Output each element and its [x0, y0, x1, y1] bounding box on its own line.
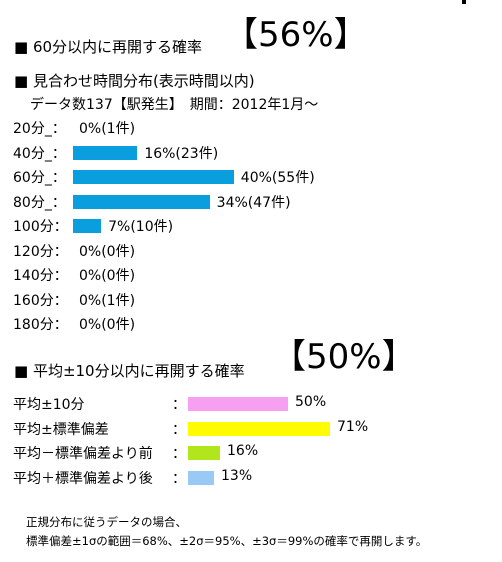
- distribution-value-label: 0%(0件): [79, 268, 136, 284]
- distribution-bar: [73, 170, 234, 184]
- distribution-bar: [73, 219, 102, 233]
- distribution-category-label: 120分：: [13, 243, 68, 260]
- mean-category-separator: ：: [172, 421, 186, 438]
- distribution-value-label: 0%(0件): [79, 317, 136, 333]
- distribution-subtitle: データ数137【駅発生】 期間：2012年1月～: [30, 97, 319, 113]
- mean-bar: [188, 470, 214, 485]
- mean-value-label: 71%: [337, 418, 369, 435]
- distribution-value-label: 16%(23件): [144, 145, 219, 162]
- distribution-category-label: 180分：: [13, 317, 68, 333]
- mean-category-separator: ：: [172, 470, 186, 487]
- distribution-value-label: 40%(55件): [240, 170, 315, 186]
- mean-category-label: 平均±標準偏差: [13, 421, 109, 438]
- distribution-bar: [73, 145, 138, 160]
- distribution-value-label: 34%(47件): [216, 194, 291, 211]
- distribution-value-label: 0%(1件): [79, 121, 136, 137]
- corner-mark: [462, 0, 466, 4]
- distribution-category-label: 20分_：: [13, 121, 66, 137]
- mean-value-label: 50%: [295, 394, 327, 410]
- distribution-value-label: 7%(10件): [108, 219, 174, 235]
- probability-mean-heading: ■ 平均±10分以内に再開する確率: [14, 362, 245, 380]
- mean-category-label: 平均±10分: [13, 397, 85, 413]
- mean-category-separator: ：: [172, 446, 186, 462]
- distribution-category-label: 80分_：: [13, 194, 66, 211]
- distribution-category-label: 40分_：: [13, 145, 66, 162]
- probability-mean-value: 【50%】: [272, 337, 416, 377]
- probability-60min-heading: ■ 60分以内に再開する確率: [14, 38, 203, 56]
- mean-bar: [188, 397, 288, 411]
- mean-value-label: 13%: [221, 467, 253, 484]
- distribution-bar: [73, 194, 210, 209]
- mean-value-label: 16%: [227, 443, 259, 459]
- distribution-category-label: 160分：: [13, 292, 68, 309]
- distribution-value-label: 0%(0件): [79, 243, 136, 260]
- mean-bar: [188, 446, 220, 460]
- mean-category-label: 平均－標準偏差より前: [13, 446, 153, 462]
- distribution-category-label: 100分：: [13, 219, 68, 235]
- distribution-heading: ■ 見合わせ時間分布(表示時間以内): [14, 72, 255, 90]
- mean-category-separator: ：: [172, 397, 186, 413]
- footnote-line-2: 標準偏差±1σの範囲＝68%、±2σ＝95%、±3σ＝99%の確率で再開します。: [26, 534, 428, 548]
- probability-60min-value: 【56%】: [224, 15, 368, 55]
- distribution-value-label: 0%(1件): [79, 292, 136, 309]
- distribution-category-label: 140分：: [13, 268, 68, 284]
- footnote-line-1: 正規分布に従うデータの場合、: [26, 515, 187, 529]
- distribution-category-label: 60分_：: [13, 170, 66, 186]
- mean-bar: [188, 421, 330, 436]
- mean-category-label: 平均＋標準偏差より後: [13, 470, 153, 487]
